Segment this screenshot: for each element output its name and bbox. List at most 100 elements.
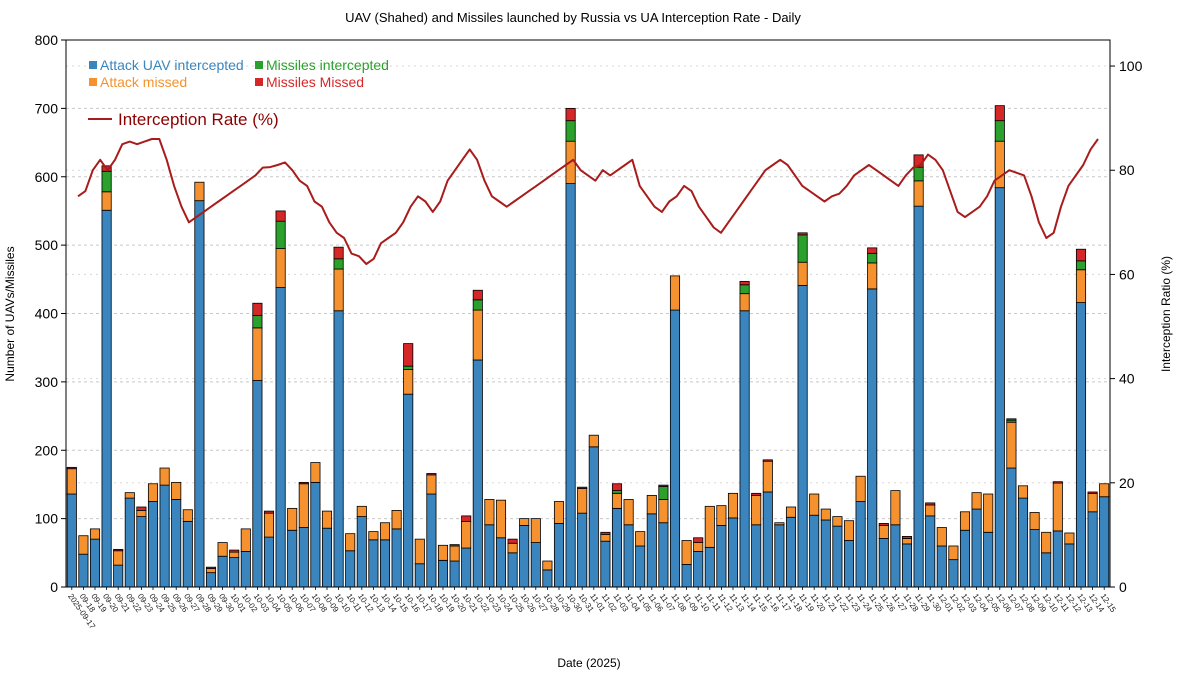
bar-attack-missed [136, 510, 147, 517]
bar-attack-missed [1075, 269, 1087, 303]
bar-missiles-intercepted [994, 120, 1005, 142]
bar-uav-intercepted [101, 209, 112, 588]
bar-attack-missed [472, 309, 483, 361]
legend-label-missiles-intercepted: Missiles intercepted [266, 57, 389, 73]
bar-missiles-missed [263, 510, 275, 514]
bar-uav-intercepted [287, 529, 298, 588]
bar-attack-missed [751, 494, 762, 526]
bar-attack-missed [298, 483, 309, 528]
bar-attack-missed [205, 568, 217, 574]
bar-attack-missed [611, 492, 623, 509]
bar-uav-intercepted [298, 527, 309, 588]
bar-missiles-missed [797, 232, 808, 236]
bar-missiles-intercepted [1075, 260, 1087, 271]
bar-uav-intercepted [159, 484, 170, 588]
bar-attack-missed [275, 248, 286, 288]
bar-uav-intercepted [623, 524, 634, 588]
bar-uav-intercepted [797, 285, 808, 588]
bar-uav-intercepted [217, 555, 228, 588]
bar-missiles-missed [461, 515, 472, 522]
bar-missiles-intercepted [797, 234, 808, 263]
bar-missiles-missed [693, 537, 704, 543]
bar-attack-missed [890, 490, 901, 526]
bar-attack-missed [356, 505, 367, 517]
bar-uav-intercepted [1064, 543, 1075, 588]
y-tick-label: 800 [35, 32, 59, 48]
bar-uav-intercepted [310, 481, 321, 588]
bar-missiles-missed [229, 549, 240, 553]
bar-uav-intercepted [565, 183, 576, 588]
bar-uav-intercepted [727, 517, 739, 588]
bar-uav-intercepted [1006, 467, 1017, 588]
bar-missiles-missed [925, 502, 936, 506]
bar-attack-missed [623, 499, 634, 526]
bar-attack-missed [704, 505, 715, 548]
bar-attack-missed [379, 522, 391, 541]
bar-attack-missed [507, 542, 518, 554]
bar-attack-missed [217, 542, 228, 557]
bar-uav-intercepted [356, 516, 367, 588]
bar-attack-missed [449, 545, 460, 562]
legend-swatch-uav-intercepted [89, 61, 97, 69]
bar-uav-intercepted [878, 538, 889, 588]
bar-uav-intercepted [936, 545, 947, 588]
bar-uav-intercepted [182, 520, 193, 588]
bar-attack-missed [994, 140, 1005, 189]
bar-attack-missed [89, 528, 101, 540]
bar-uav-intercepted [820, 519, 831, 588]
bar-attack-missed [1087, 492, 1098, 513]
bar-uav-intercepted [333, 310, 344, 588]
bar-uav-intercepted [669, 309, 681, 588]
y2-tick-label: 40 [1119, 371, 1135, 387]
bar-attack-missed [263, 512, 275, 538]
y2-axis-label: Interception Ratio (%) [1159, 256, 1173, 372]
bar-attack-missed [913, 180, 924, 207]
bar-attack-missed [727, 492, 739, 519]
y-tick-label: 400 [35, 306, 59, 322]
bar-missiles-missed [136, 506, 147, 511]
bar-missiles-missed [577, 486, 588, 489]
bar-missiles-missed [472, 289, 483, 301]
bar-missiles-missed [611, 483, 623, 491]
bar-uav-intercepted [113, 564, 124, 588]
chart-title: UAV (Shahed) and Missiles launched by Ru… [345, 10, 801, 25]
bar-attack-missed [66, 468, 77, 495]
bar-uav-intercepted [379, 539, 391, 588]
bar-uav-intercepted [1099, 496, 1110, 588]
bar-missiles-missed [1075, 248, 1087, 262]
y2-tick-label: 100 [1119, 58, 1143, 74]
bar-attack-missed [113, 550, 124, 566]
bar-attack-missed [229, 551, 240, 558]
bar-attack-missed [345, 533, 356, 552]
bar-attack-missed [959, 511, 971, 531]
bar-attack-missed [878, 525, 889, 539]
bar-uav-intercepted [971, 508, 982, 588]
bar-uav-intercepted [600, 540, 611, 588]
bar-missiles-missed [298, 481, 309, 485]
bar-missiles-missed [878, 523, 889, 526]
bar-uav-intercepted [229, 557, 240, 588]
bar-uav-intercepted [171, 499, 182, 588]
bar-attack-missed [716, 505, 727, 526]
bar-uav-intercepted [867, 288, 878, 588]
y2-tick-label: 20 [1119, 475, 1135, 491]
bar-uav-intercepted [368, 539, 379, 588]
bar-missiles-missed [426, 473, 437, 476]
legend-label-interception-rate: Interception Rate (%) [118, 110, 279, 129]
bar-uav-intercepted [147, 501, 159, 588]
bar-uav-intercepted [437, 559, 449, 588]
bar-missiles-intercepted [611, 490, 623, 494]
bar-attack-missed [519, 518, 530, 526]
bar-attack-missed [240, 528, 251, 552]
bar-uav-intercepted [263, 536, 275, 588]
bar-missiles-missed [252, 302, 263, 316]
bar-uav-intercepted [693, 551, 704, 588]
legend-swatch-missiles-intercepted [255, 61, 263, 69]
bar-missiles-intercepted [252, 315, 263, 329]
bar-missiles-missed [403, 343, 414, 367]
bar-uav-intercepted [495, 537, 507, 588]
bar-uav-intercepted [948, 559, 959, 588]
bar-attack-missed [843, 520, 855, 541]
bar-attack-missed [321, 510, 333, 529]
bar-attack-missed [78, 535, 89, 555]
